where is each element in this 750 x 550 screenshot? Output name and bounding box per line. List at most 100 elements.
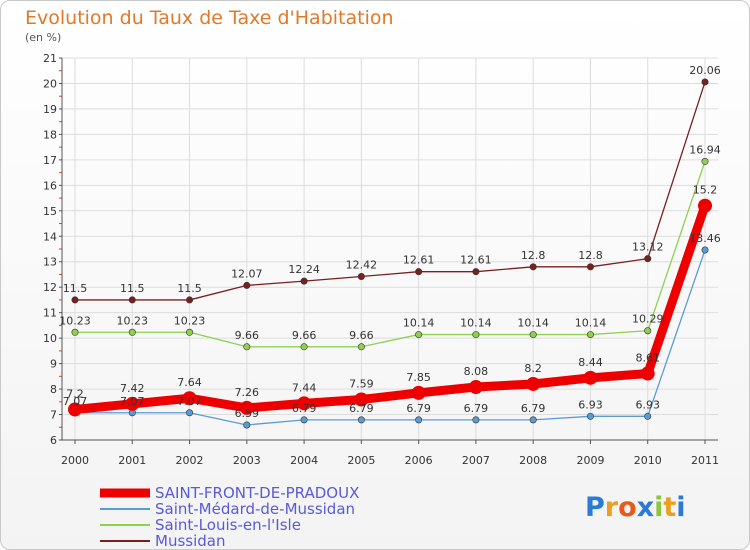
data-point	[128, 328, 136, 336]
data-label: 8.2	[524, 362, 542, 375]
data-label: 10.23	[59, 314, 91, 327]
data-label: 15.2	[693, 184, 718, 197]
data-label: 12.42	[346, 259, 378, 272]
logo-letter: o	[618, 492, 637, 523]
data-point	[415, 331, 423, 339]
y-tick-label: 16	[43, 179, 57, 192]
logo-letter: i	[654, 492, 663, 523]
data-point	[644, 255, 652, 263]
data-label: 20.06	[689, 64, 721, 77]
series-line	[74, 249, 706, 426]
data-point	[186, 296, 194, 304]
y-tick-label: 14	[43, 230, 57, 243]
data-label: 11.5	[120, 282, 145, 295]
data-point	[186, 409, 194, 417]
data-label: 7.85	[406, 371, 431, 384]
y-tick-label: 11	[43, 307, 57, 320]
logo-text: Proxiti	[585, 492, 686, 523]
data-point	[701, 246, 709, 254]
data-point	[300, 343, 308, 351]
data-label: 12.8	[578, 249, 603, 262]
data-point	[411, 385, 426, 400]
data-label: 7.26	[235, 386, 260, 399]
data-point	[698, 198, 712, 213]
x-tick-label: 2002	[176, 454, 204, 467]
data-label: 13.12	[632, 241, 664, 254]
data-point	[586, 263, 594, 271]
data-label: 12.61	[403, 254, 435, 267]
x-tick-label: 2008	[519, 454, 547, 467]
x-tick-label: 2009	[576, 454, 604, 467]
data-point	[71, 328, 79, 336]
data-label: 16.94	[689, 143, 721, 156]
data-label: 7.44	[292, 381, 317, 394]
data-label: 7.64	[177, 376, 202, 389]
data-point	[529, 263, 537, 271]
x-tick-label: 2004	[290, 454, 318, 467]
data-label: 13.46	[689, 232, 721, 245]
x-tick-label: 2001	[118, 454, 146, 467]
axes: 6 7 8 9 10 11 12 13 14 15 16 17 18 19 20 21 2000 2001 2002…	[43, 52, 719, 467]
x-tick-label: 2007	[462, 454, 490, 467]
data-label: 6.79	[521, 402, 546, 415]
data-point	[415, 268, 423, 276]
data-point	[701, 157, 709, 165]
y-tick-label: 12	[43, 281, 57, 294]
data-label: 10.14	[575, 317, 607, 330]
data-point	[125, 396, 140, 411]
data-point	[468, 380, 483, 395]
x-tick-label: 2010	[634, 454, 662, 467]
data-point	[586, 331, 594, 339]
data-label: 10.29	[632, 313, 664, 326]
data-label: 6.79	[349, 402, 374, 415]
y-tick-label: 18	[43, 128, 57, 141]
data-point	[472, 268, 480, 276]
data-point	[586, 412, 594, 420]
data-point	[68, 402, 82, 417]
logo-letter: i	[676, 492, 685, 523]
data-label: 8.44	[578, 356, 603, 369]
y-tick-label: 6	[50, 434, 57, 447]
data-label: 10.14	[460, 317, 492, 330]
x-tick-label: 2006	[405, 454, 433, 467]
data-label: 6.79	[464, 402, 489, 415]
logo-letter: t	[663, 492, 676, 523]
data-label: 9.66	[235, 329, 260, 342]
y-tick-label: 10	[43, 332, 57, 345]
series-line	[74, 160, 706, 348]
series-mussidan	[71, 78, 709, 304]
data-point	[529, 416, 537, 424]
x-tick-label: 2005	[347, 454, 375, 467]
data-point	[415, 416, 423, 424]
data-point	[128, 296, 136, 304]
data-point	[529, 331, 537, 339]
x-tick-label: 2003	[233, 454, 261, 467]
data-point	[71, 296, 79, 304]
data-point	[297, 396, 312, 411]
data-labels: 11.5 11.5 11.5 12.07 12.24 12.42 12.61 12.61 12.…	[59, 64, 721, 420]
legend: SAINT-FRONT-DE-PRADOUXSaint-Médard-de-Mu…	[100, 484, 359, 550]
proxiti-logo: Proxiti	[585, 492, 686, 523]
series-saint-medard-de-mussidan	[71, 246, 709, 429]
series-line	[70, 201, 710, 414]
legend-label: Saint-Louis-en-l'Isle	[155, 516, 301, 534]
data-point	[644, 412, 652, 420]
data-point	[357, 343, 365, 351]
data-point	[243, 421, 251, 429]
data-label: 12.24	[288, 263, 320, 276]
data-point	[701, 78, 709, 86]
data-label: 9.66	[292, 329, 317, 342]
data-point	[357, 273, 365, 281]
y-tick-label: 21	[43, 52, 57, 65]
legend-label: SAINT-FRONT-DE-PRADOUX	[155, 484, 359, 502]
data-point	[243, 343, 251, 351]
x-tick-label: 2000	[61, 454, 89, 467]
data-label: 8.08	[464, 365, 489, 378]
data-point	[472, 416, 480, 424]
data-point	[300, 277, 308, 285]
grid	[62, 57, 718, 441]
legend-label: Mussidan	[155, 532, 225, 550]
data-point	[186, 328, 194, 336]
data-label: 7.42	[120, 382, 145, 395]
